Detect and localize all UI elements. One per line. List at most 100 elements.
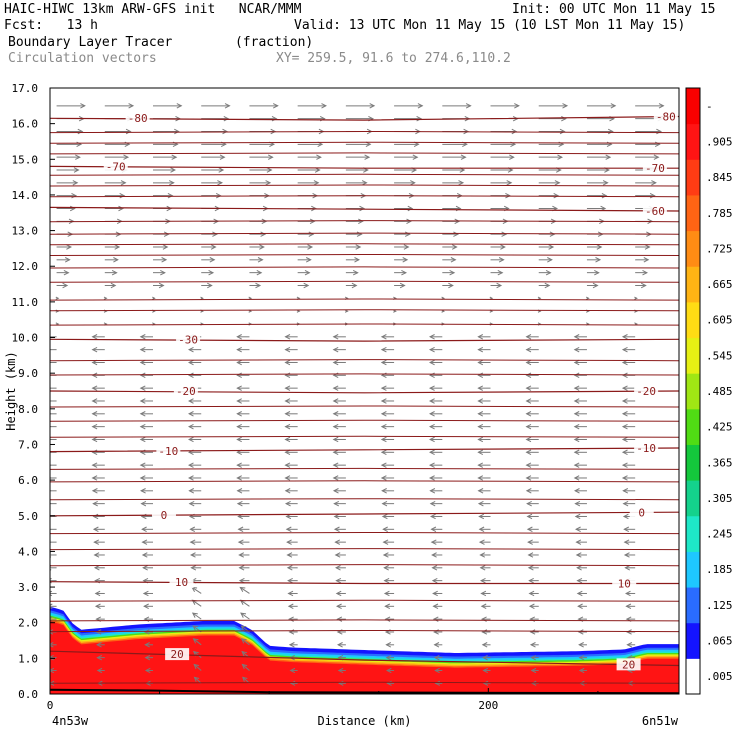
vector-head — [525, 488, 532, 494]
colorbar-label: .725 — [706, 242, 733, 255]
vector-head — [621, 449, 628, 456]
vector-arrow — [380, 475, 395, 481]
vector-head — [573, 436, 580, 443]
vector-head — [96, 654, 103, 661]
vector-head — [382, 539, 389, 545]
isotherm-line — [50, 173, 679, 176]
vector-head — [621, 385, 628, 391]
vector-arrow — [345, 257, 360, 263]
vector-arrow — [93, 565, 105, 571]
vector-head — [143, 603, 149, 610]
vector-arrow — [384, 603, 395, 610]
vector-arrow — [297, 244, 314, 250]
vector-head — [240, 612, 247, 618]
vector-arrow — [345, 269, 359, 276]
vector-head — [218, 167, 225, 173]
vector-arrow — [236, 462, 250, 468]
vector-head — [55, 296, 60, 300]
vector-head — [162, 244, 169, 250]
isotherm-label-bg — [653, 110, 678, 123]
vector-arrow — [289, 667, 298, 674]
vector-head — [92, 500, 98, 507]
vector-arrow — [50, 503, 57, 505]
vector-head — [656, 128, 662, 135]
vector-head — [404, 231, 411, 237]
vector-head — [651, 180, 657, 186]
vector-head — [658, 103, 665, 109]
vector-arrow — [332, 385, 346, 391]
vector-head — [578, 654, 585, 661]
vector-head — [307, 244, 314, 250]
vector-head — [64, 257, 71, 263]
vector-arrow — [249, 269, 263, 276]
vector-arrow — [104, 205, 124, 212]
vector-head — [482, 667, 489, 674]
vector-arrow — [573, 398, 587, 404]
vector-head — [545, 269, 552, 276]
vector-arrow — [284, 411, 298, 417]
vector-head — [171, 154, 178, 160]
vector-head — [525, 449, 532, 456]
vector-head — [287, 590, 294, 597]
vector-arrow — [141, 552, 154, 558]
vector-arrow — [477, 385, 491, 391]
vector-arrow — [144, 667, 154, 674]
vector-head — [63, 269, 70, 276]
vector-head — [477, 359, 484, 366]
vector-arrow — [92, 513, 105, 520]
vector-arrow — [585, 296, 590, 300]
vector-head — [525, 436, 532, 443]
vector-head — [451, 244, 458, 250]
vector-arrow — [142, 590, 154, 597]
vector-head — [577, 629, 584, 635]
vector-arrow — [284, 436, 298, 443]
vector-arrow — [50, 490, 57, 492]
vector-arrow — [442, 180, 465, 186]
vector-arrow — [140, 488, 154, 494]
y-tick-label: 17.0 — [12, 82, 39, 95]
vector-arrow — [478, 526, 491, 533]
vector-arrow — [380, 398, 395, 404]
vector-arrow — [336, 616, 346, 622]
vector-head — [577, 603, 583, 610]
vector-head — [526, 500, 532, 507]
vector-arrow — [345, 218, 364, 225]
vector-head — [634, 296, 638, 300]
vector-head — [460, 154, 467, 160]
vector-head — [358, 218, 364, 225]
vector-head — [428, 385, 435, 391]
vector-arrow — [189, 526, 202, 533]
vector-head — [621, 462, 628, 468]
vector-arrow — [380, 449, 395, 456]
vector-arrow — [575, 526, 587, 533]
vector-arrow — [525, 398, 539, 404]
vector-head — [44, 476, 49, 481]
vector-head — [602, 180, 609, 186]
vector-arrow — [50, 526, 57, 532]
vector-head — [308, 231, 315, 237]
vector-arrow — [477, 346, 491, 353]
vector-head — [481, 654, 488, 661]
vector-shaft — [241, 638, 250, 646]
vector-head — [208, 269, 215, 276]
vector-head — [240, 625, 247, 631]
vector-head — [286, 539, 292, 545]
vector-head — [236, 475, 242, 481]
vector-arrow — [477, 462, 491, 468]
vector-head — [44, 373, 49, 378]
vector-head — [188, 475, 194, 481]
isotherm-label: -80 — [128, 112, 148, 125]
vector-arrow — [50, 590, 57, 597]
vector-head — [621, 398, 628, 404]
vector-arrow — [477, 500, 491, 507]
vector-arrow — [201, 167, 225, 173]
isotherm-label-bg — [103, 160, 128, 173]
init-time: Init: 00 UTC Mon 11 May 15 — [512, 2, 716, 17]
vector-head — [428, 423, 435, 430]
vector-arrow — [237, 539, 250, 545]
vector-arrow — [139, 385, 154, 391]
vector-head — [44, 335, 49, 340]
vector-arrow — [538, 257, 553, 263]
vector-arrow — [139, 423, 154, 430]
vector-arrow — [490, 231, 508, 237]
